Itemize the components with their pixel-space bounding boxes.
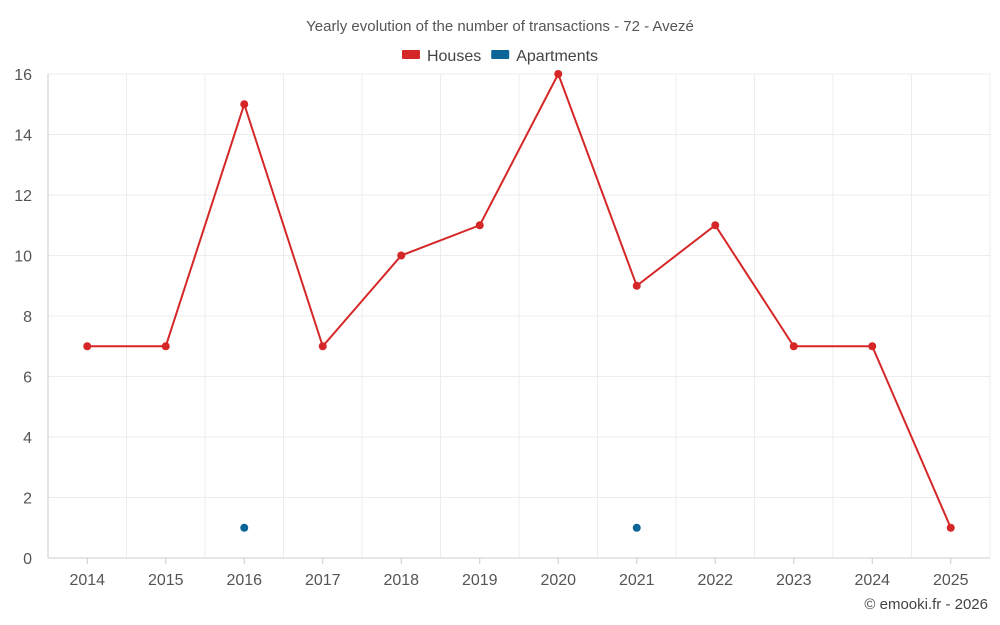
y-tick-label: 14 [14,128,32,145]
legend-label: Houses [427,48,481,65]
series-houses [83,70,955,532]
data-point[interactable] [240,100,249,109]
chart-title: Yearly evolution of the number of transa… [306,18,694,35]
x-tick-label: 2019 [462,572,498,589]
y-tick-label: 4 [23,430,32,447]
x-tick-label: 2014 [69,572,105,589]
y-tick-label: 8 [23,309,32,326]
legend-swatch-houses [401,50,420,59]
y-axis: 0 2 4 6 8 10 12 14 16 [14,67,49,568]
data-point[interactable] [554,70,563,78]
data-point[interactable] [83,342,92,351]
x-tick-label: 2015 [148,572,184,589]
y-tick-label: 2 [23,491,32,508]
x-tick-label: 2018 [383,572,419,589]
data-point[interactable] [240,523,249,532]
x-tick-label: 2022 [697,572,733,589]
data-point[interactable] [318,342,327,351]
data-point[interactable] [632,523,641,532]
legend[interactable]: Houses Apartments [401,48,598,65]
data-point[interactable] [475,221,484,230]
x-tick-label: 2025 [933,572,969,589]
data-point[interactable] [946,523,955,532]
x-tick-label: 2017 [305,572,341,589]
y-tick-label: 12 [14,188,32,205]
data-point[interactable] [711,221,720,230]
x-tick-label: 2021 [619,572,655,589]
series-apartments [240,523,641,532]
legend-label: Apartments [516,48,598,65]
x-tick-label: 2023 [776,572,812,589]
legend-swatch-apartments [491,50,510,59]
x-tick-label: 2016 [226,572,262,589]
data-point[interactable] [632,281,641,290]
series-line [87,71,952,529]
grid [47,73,991,558]
y-tick-label: 16 [14,67,32,84]
data-point[interactable] [161,342,170,351]
data-point[interactable] [397,251,406,260]
x-tick-label: 2024 [854,572,890,589]
data-point[interactable] [789,342,798,351]
y-tick-label: 6 [23,370,32,387]
series-layer [83,70,955,532]
x-axis: 2014 2015 2016 2017 2018 2019 2020 2021 2022 2023… [48,557,990,589]
y-tick-label: 0 [23,551,32,568]
x-tick-label: 2020 [540,572,576,589]
data-point[interactable] [868,342,877,351]
credit-text: © emooki.fr - 2026 [864,596,988,613]
y-tick-label: 10 [14,249,32,266]
